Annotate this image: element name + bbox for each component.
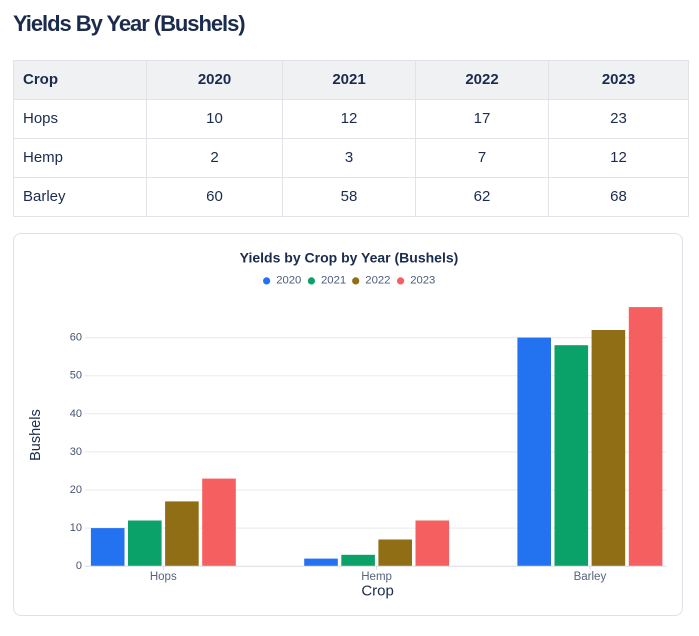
svg-text:Crop: Crop	[361, 582, 394, 599]
svg-text:2023: 2023	[410, 274, 435, 286]
svg-text:40: 40	[70, 407, 82, 419]
svg-text:Yields by Crop by Year (Bushel: Yields by Crop by Year (Bushels)	[240, 249, 459, 265]
svg-text:Hemp: Hemp	[361, 571, 392, 583]
svg-text:Bushels: Bushels	[28, 409, 44, 461]
svg-text:2022: 2022	[365, 274, 390, 286]
svg-text:30: 30	[70, 445, 82, 457]
svg-text:Barley: Barley	[574, 571, 607, 583]
svg-text:Hops: Hops	[150, 571, 177, 583]
svg-text:10: 10	[70, 522, 82, 534]
svg-text:20: 20	[70, 484, 82, 496]
svg-text:2021: 2021	[321, 274, 346, 286]
svg-text:0: 0	[76, 560, 82, 572]
svg-text:2020: 2020	[276, 274, 301, 286]
svg-text:60: 60	[70, 331, 82, 343]
svg-text:50: 50	[70, 369, 82, 381]
